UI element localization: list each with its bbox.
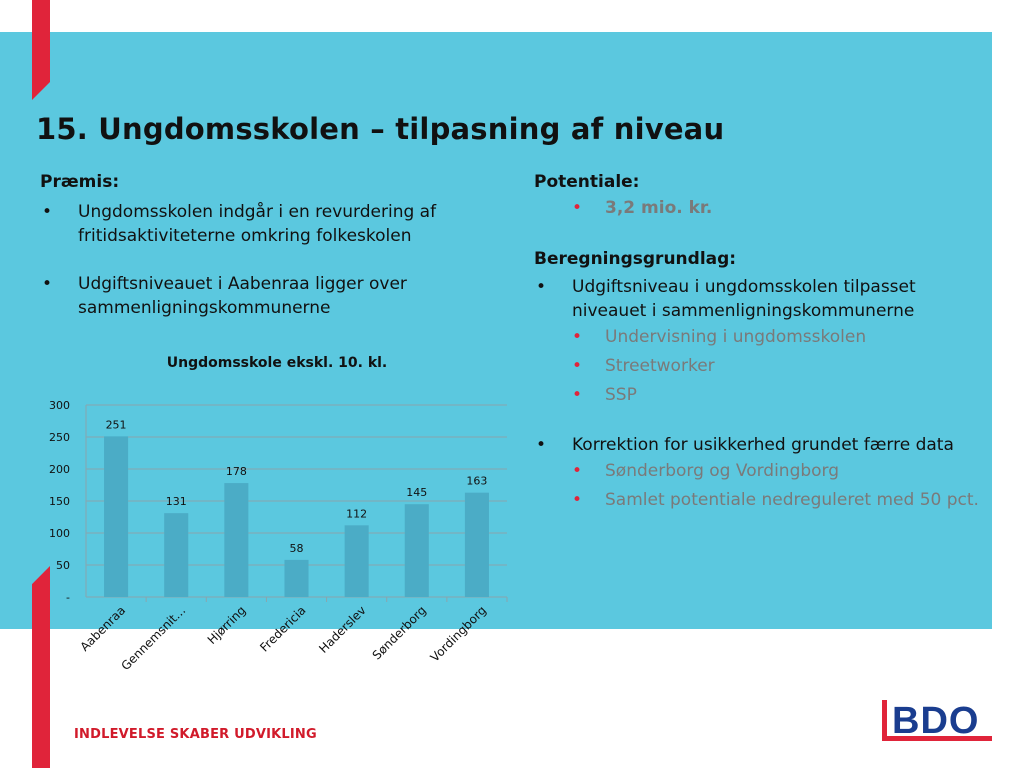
data-label: 251 <box>106 418 127 431</box>
y-tick-label: 250 <box>49 431 70 444</box>
bullet-icon: • <box>572 356 583 376</box>
page-title: 15. Ungdomsskolen – tilpasning af niveau <box>36 112 725 146</box>
bar <box>164 513 189 597</box>
x-tick-label: Sønderborg <box>370 603 429 662</box>
x-tick-label: Fredericia <box>257 603 308 654</box>
logo-text: BDO <box>892 700 979 742</box>
x-tick-label: Aabenraa <box>77 603 128 654</box>
premise-text: Ungdomsskolen indgår i en revurdering af… <box>78 202 437 246</box>
list-item: • Korrektion for usikkerhed grundet færre… <box>534 433 994 512</box>
premise-text: Udgiftsniveauet i Aabenraa ligger over s… <box>78 274 407 318</box>
bullet-icon: • <box>572 385 583 405</box>
bar <box>284 559 309 597</box>
bullet-icon: • <box>536 277 547 297</box>
list-item: • Udgiftsniveau i ungdomsskolen tilpasset… <box>534 275 994 407</box>
bullet-icon: • <box>42 274 53 294</box>
x-tick-label: Hjørring <box>205 603 249 647</box>
x-tick-label: Gennemsnit… <box>118 603 188 673</box>
sub-item: • Samlet potentiale nedreguleret med 50 p… <box>572 490 979 510</box>
bar-chart: Ungdomsskole ekskl. 10. kl. - 50 100 150 200… <box>49 355 508 673</box>
left-column: Præmis: • Ungdomsskolen indgår i en revur… <box>40 170 480 344</box>
y-tick-label: 100 <box>49 527 70 540</box>
basis-text: Korrektion for usikkerhed grundet færre … <box>572 435 954 455</box>
potential-value: 3,2 mio. kr. <box>605 198 713 218</box>
basis-text: Udgiftsniveau i ungdomsskolen tilpasset … <box>572 277 916 321</box>
red-accent-bottom <box>32 566 50 768</box>
bar <box>344 525 369 597</box>
bdo-logo: BDO <box>882 700 992 742</box>
x-tick-label: Haderslev <box>316 603 369 656</box>
bullet-icon: • <box>572 490 583 510</box>
bar <box>464 492 489 597</box>
potential-heading: Potentiale: <box>534 172 640 192</box>
data-label: 145 <box>406 486 427 499</box>
footer-slogan: INDLEVELSE SKABER UDVIKLING <box>74 727 317 742</box>
bullet-icon: • <box>572 327 583 347</box>
y-tick-label: 50 <box>56 559 70 572</box>
sub-item: • Undervisning i ungdomsskolen <box>572 327 867 347</box>
bar <box>404 504 429 597</box>
y-tick-label: 300 <box>49 399 70 412</box>
data-label: 131 <box>166 495 187 508</box>
sub-item: • Sønderborg og Vordingborg <box>572 461 840 481</box>
bullet-icon: • <box>536 435 547 455</box>
sub-item: • Streetworker <box>572 356 715 376</box>
data-label: 112 <box>346 507 367 520</box>
sub-list: • Undervisning i ungdomsskolen • Streetwor… <box>534 325 994 407</box>
premise-heading: Præmis: <box>40 172 120 192</box>
potential-list: • 3,2 mio. kr. <box>534 196 994 220</box>
list-item: • Ungdomsskolen indgår i en revurdering a… <box>40 200 480 248</box>
list-item: • Udgiftsniveauet i Aabenraa ligger over … <box>40 272 480 320</box>
basis-list: • Udgiftsniveau i ungdomsskolen tilpasset… <box>534 275 994 512</box>
x-tick-label: Vordingborg <box>428 603 489 664</box>
bar <box>104 436 129 597</box>
data-label: 58 <box>290 542 304 555</box>
y-tick-label: 200 <box>49 463 70 476</box>
y-tick-label: 150 <box>49 495 70 508</box>
bullet-icon: • <box>572 198 583 218</box>
basis-heading: Beregningsgrundlag: <box>534 249 737 269</box>
y-tick-label: - <box>66 591 70 604</box>
bar <box>224 483 249 597</box>
bullet-icon: • <box>42 202 53 222</box>
bullet-icon: • <box>572 461 583 481</box>
premise-list: • Ungdomsskolen indgår i en revurdering a… <box>40 200 480 320</box>
data-label: 163 <box>466 475 487 488</box>
data-label: 178 <box>226 465 247 478</box>
red-accent-top <box>32 0 50 100</box>
chart-title: Ungdomsskole ekskl. 10. kl. <box>167 355 388 371</box>
sub-list: • Sønderborg og Vordingborg • Samlet poten… <box>534 459 994 512</box>
right-column: Potentiale: • 3,2 mio. kr. Beregningsgrun… <box>534 170 994 536</box>
sub-item: • SSP <box>572 385 637 405</box>
list-item: • 3,2 mio. kr. <box>534 196 994 220</box>
